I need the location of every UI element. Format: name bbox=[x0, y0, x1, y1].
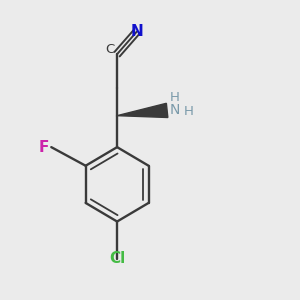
Text: H: H bbox=[184, 105, 194, 118]
Text: N: N bbox=[131, 24, 143, 39]
Text: Cl: Cl bbox=[109, 251, 125, 266]
Text: N: N bbox=[169, 103, 179, 117]
Text: H: H bbox=[169, 91, 179, 103]
Text: C: C bbox=[105, 44, 115, 56]
Text: F: F bbox=[39, 140, 49, 154]
Polygon shape bbox=[117, 103, 168, 118]
